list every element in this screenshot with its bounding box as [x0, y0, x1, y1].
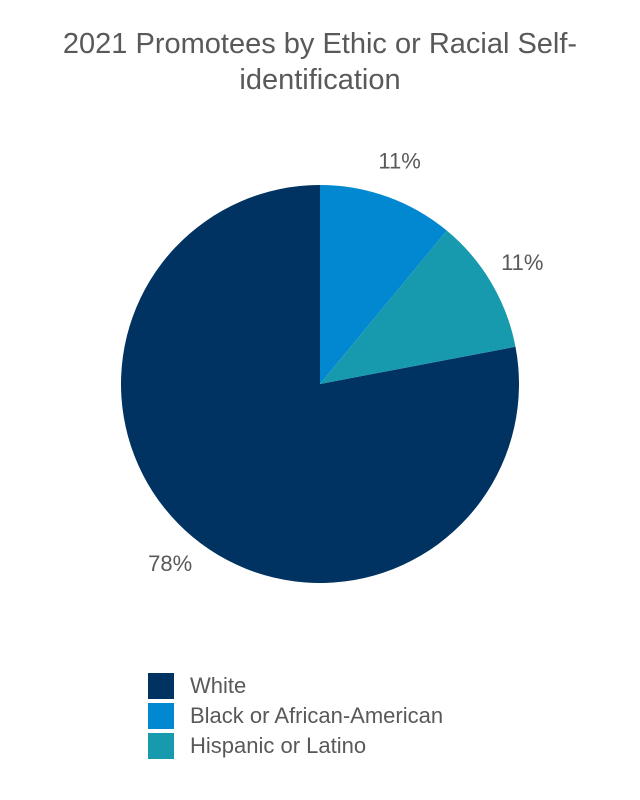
chart-title: 2021 Promotees by Ethic or Racial Self-i… [62, 28, 578, 96]
data-label: 78% [148, 551, 192, 576]
data-label: 11% [378, 149, 420, 174]
legend-label: Black or African-American [190, 703, 443, 728]
legend-swatch [148, 673, 174, 699]
legend-label: Hispanic or Latino [190, 733, 366, 758]
legend-label: White [190, 673, 246, 698]
pie-slice [320, 230, 516, 384]
legend-swatch [148, 733, 174, 759]
legend-swatch [148, 703, 174, 729]
data-label: 11% [501, 250, 543, 275]
pie-slice [320, 185, 447, 384]
